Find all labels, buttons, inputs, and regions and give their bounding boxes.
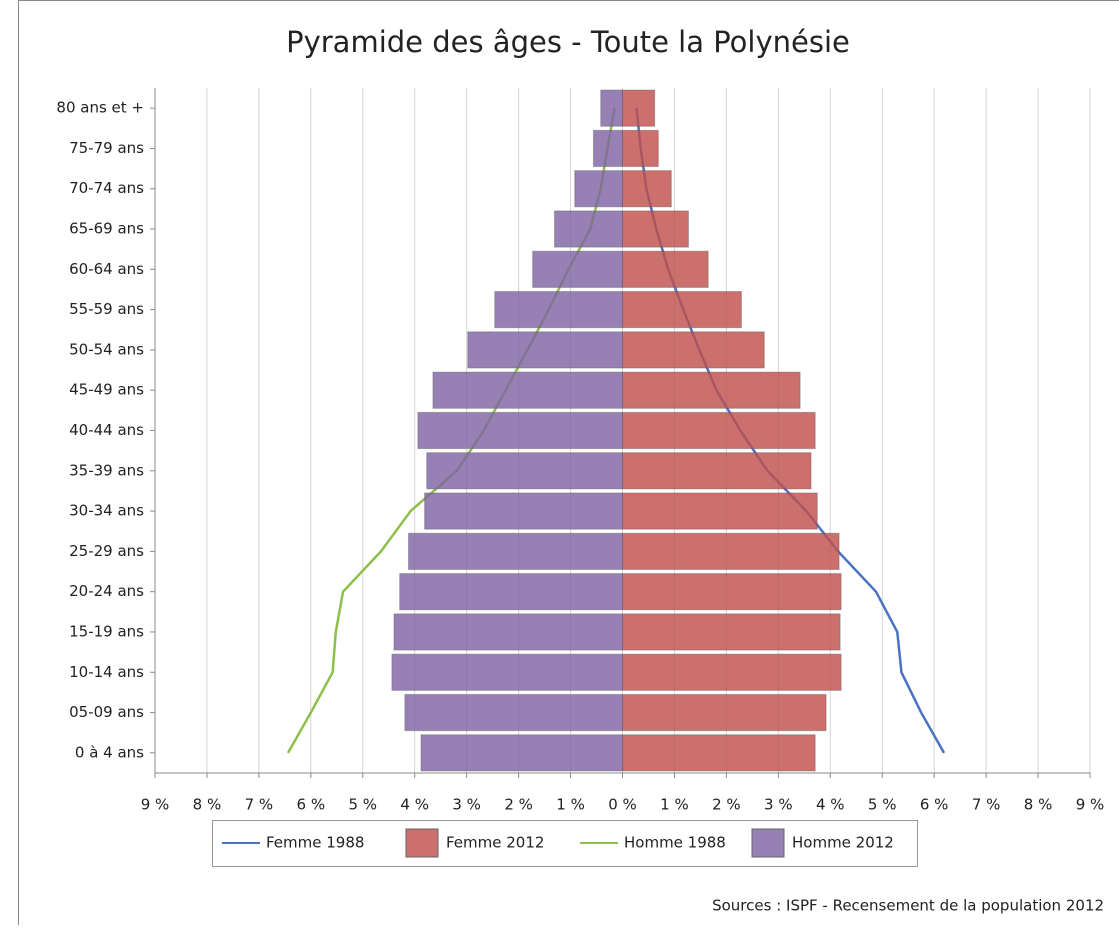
bar: [468, 332, 623, 368]
bar: [623, 694, 827, 730]
bar: [575, 171, 623, 207]
legend-label: Femme 2012: [446, 834, 544, 852]
x-tick-label: 6 %: [297, 796, 326, 814]
bar: [623, 412, 816, 448]
bar: [623, 130, 659, 166]
source-note: Sources : ISPF - Recensement de la popul…: [712, 897, 1104, 915]
legend-label: Femme 1988: [266, 834, 364, 852]
bar: [623, 332, 765, 368]
x-tick-label: 3 %: [764, 796, 793, 814]
x-tick-label: 2 %: [504, 796, 533, 814]
chart-title: Pyramide des âges - Toute la Polynésie: [286, 25, 850, 59]
bar: [623, 493, 818, 529]
bar: [392, 654, 623, 690]
y-tick-label: 0 à 4 ans: [75, 743, 144, 761]
bar: [593, 130, 622, 166]
x-tick-label: 4 %: [400, 796, 429, 814]
legend-label: Homme 2012: [792, 834, 894, 852]
y-tick-label: 20-24 ans: [69, 582, 144, 600]
bar: [533, 251, 623, 287]
bar: [623, 574, 842, 610]
x-tick-label: 8 %: [193, 796, 222, 814]
y-tick-label: 50-54 ans: [69, 340, 144, 358]
bar: [623, 211, 689, 247]
bar: [400, 574, 623, 610]
y-tick-label: 25-29 ans: [69, 542, 144, 560]
x-tick-label: 4 %: [816, 796, 845, 814]
x-tick-label: 7 %: [245, 796, 274, 814]
bar: [421, 735, 623, 771]
y-tick-label: 70-74 ans: [69, 179, 144, 197]
y-tick-label: 55-59 ans: [69, 300, 144, 318]
bar: [427, 453, 623, 489]
bar: [623, 372, 801, 408]
x-tick-label: 5 %: [868, 796, 897, 814]
x-tick-label: 9 %: [141, 796, 170, 814]
legend-swatch: [752, 829, 784, 857]
bar: [623, 533, 840, 569]
x-tick-label: 7 %: [972, 796, 1001, 814]
x-tick-label: 3 %: [452, 796, 481, 814]
y-tick-label: 05-09 ans: [69, 703, 144, 721]
y-tick-label: 65-69 ans: [69, 220, 144, 238]
bar: [554, 211, 622, 247]
y-tick-label: 80 ans et +: [56, 99, 144, 117]
x-tick-label: 9 %: [1076, 796, 1105, 814]
x-tick-label: 8 %: [1024, 796, 1053, 814]
bar: [601, 90, 623, 126]
y-tick-label: 10-14 ans: [69, 663, 144, 681]
bar: [623, 735, 816, 771]
x-tick-label: 0 %: [608, 796, 637, 814]
y-tick-label: 75-79 ans: [69, 139, 144, 157]
bar: [495, 291, 623, 327]
bar: [623, 453, 812, 489]
y-tick-label: 40-44 ans: [69, 421, 144, 439]
y-tick-label: 30-34 ans: [69, 502, 144, 520]
x-tick-label: 1 %: [556, 796, 585, 814]
legend: Femme 1988 Femme 2012 Homme 1988 Homme 2012: [213, 821, 918, 867]
y-tick-label: 45-49 ans: [69, 381, 144, 399]
bar: [623, 90, 655, 126]
bar: [623, 654, 842, 690]
y-tick-label: 60-64 ans: [69, 260, 144, 278]
x-tick-label: 2 %: [712, 796, 741, 814]
bar: [418, 412, 623, 448]
bar: [408, 533, 622, 569]
bar: [623, 171, 672, 207]
x-tick-label: 5 %: [348, 796, 377, 814]
legend-swatch: [406, 829, 438, 857]
x-tick-label: 1 %: [660, 796, 689, 814]
bar: [623, 291, 742, 327]
y-tick-label: 15-19 ans: [69, 622, 144, 640]
bar: [425, 493, 623, 529]
bar: [623, 251, 709, 287]
bar: [433, 372, 623, 408]
bar: [623, 614, 841, 650]
legend-label: Homme 1988: [624, 834, 726, 852]
y-tick-label: 35-39 ans: [69, 461, 144, 479]
bar: [394, 614, 623, 650]
x-tick-label: 6 %: [920, 796, 949, 814]
bar: [405, 694, 623, 730]
